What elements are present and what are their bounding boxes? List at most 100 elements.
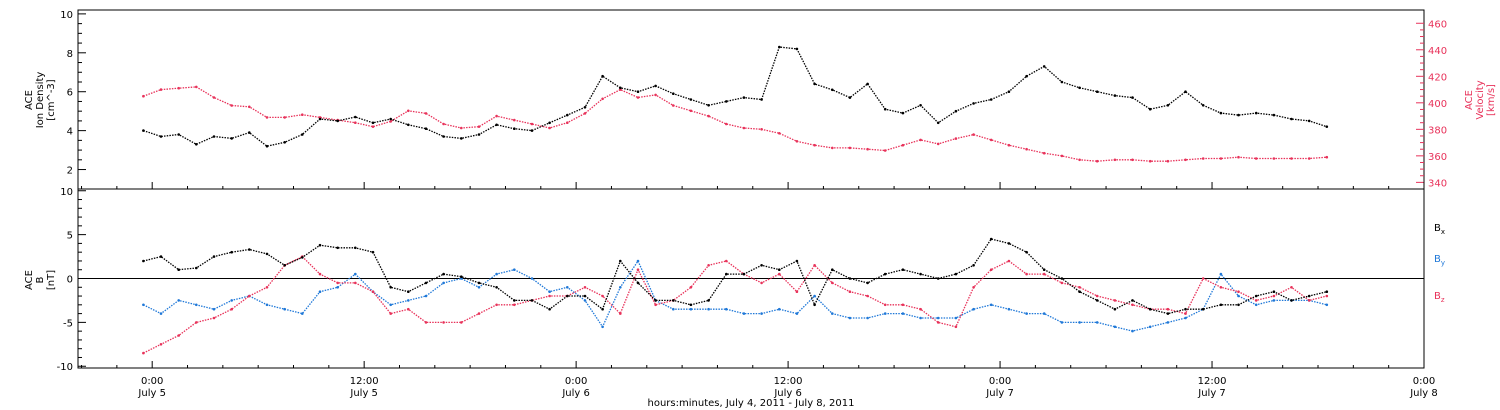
density-series-point (901, 111, 905, 115)
density-series-point (672, 92, 675, 95)
density-series-point (601, 74, 604, 78)
by-series-line (143, 260, 1327, 332)
density-series-point (936, 121, 940, 125)
bottom-panel-series (142, 237, 1329, 355)
bx-series-point (778, 268, 781, 272)
x-tick-time-label: 0:00 (1413, 376, 1435, 387)
bz-series-point (636, 268, 640, 272)
by-series-point (212, 307, 216, 311)
x-tick-time-label: 0:00 (989, 376, 1011, 387)
bx-series-point (1166, 312, 1170, 315)
bx-series-point (654, 299, 657, 302)
by-series-point (1042, 312, 1046, 315)
by-series-point (442, 281, 445, 285)
bx-series-point (989, 237, 993, 241)
by-series-point (1025, 312, 1028, 315)
velocity-series-point (813, 143, 816, 147)
bz-series-point (654, 303, 657, 307)
density-series-point (424, 127, 428, 130)
velocity-series-point (1272, 157, 1276, 160)
density-series-point (989, 98, 993, 101)
bx-series-point (1131, 299, 1134, 302)
density-series-point (265, 144, 269, 148)
by-series-point (1184, 316, 1187, 320)
density-series-point (177, 133, 180, 136)
bx-series-point (936, 277, 940, 280)
bx-series-point (831, 268, 834, 272)
top-y2tick-label: 420 (1428, 72, 1447, 83)
top-panel-series (142, 45, 1329, 163)
bx-series-point (177, 268, 180, 272)
bz-series-point (318, 272, 322, 276)
bz-series-point (336, 281, 340, 285)
density-series-point (866, 82, 869, 86)
velocity-series-point (1237, 155, 1240, 159)
bx-series-point (1201, 307, 1205, 311)
density-series-point (142, 129, 145, 132)
velocity-series-point (848, 146, 852, 150)
velocity-series-point (1290, 157, 1293, 160)
by-series-point (813, 294, 816, 298)
top-ytick-label: 10 (60, 10, 73, 21)
density-series-point (230, 137, 233, 140)
velocity-series-point (583, 112, 587, 115)
density-series-point (371, 121, 375, 125)
top-ytick-label: 8 (67, 49, 73, 60)
density-series-point (1290, 117, 1293, 121)
density-series-point (407, 123, 410, 127)
bottom-panel-ticks: -10 -5 0 5 10 (57, 187, 1424, 373)
bx-series-point (495, 286, 498, 289)
bz-series-point (813, 264, 816, 267)
bz-series-point (919, 307, 922, 311)
by-series-point (1237, 294, 1240, 298)
velocity-series-point (230, 104, 233, 107)
bx-series-point (460, 275, 463, 279)
density-series-point (1007, 90, 1011, 93)
by-series-point (972, 307, 975, 311)
bz-series-point (159, 343, 163, 346)
density-series-point (477, 133, 481, 136)
bottom-ytick-label: 10 (60, 187, 73, 198)
by-series-point (1166, 321, 1170, 324)
x-tick-date-label: July 7 (985, 388, 1014, 399)
bottom-ytick-label: -10 (57, 362, 73, 373)
top-y2tick-label: 460 (1428, 19, 1447, 30)
by-series-point (548, 290, 551, 294)
velocity-series-point (1184, 158, 1187, 162)
bx-series-point (795, 259, 799, 263)
bz-series-point (954, 325, 958, 329)
by-series-point (336, 286, 340, 289)
velocity-series-point (1095, 159, 1099, 163)
velocity-series-point (159, 88, 163, 91)
top-y2label-line3: [km/s] (1486, 84, 1497, 116)
legend-bz-sub: z (1441, 296, 1445, 304)
velocity-series-point (530, 122, 534, 126)
bz-series-point (972, 286, 975, 289)
bx-series-point (159, 255, 163, 258)
bz-series-point (725, 259, 728, 263)
density-series-point (1325, 125, 1329, 128)
by-series-point (725, 307, 728, 311)
by-series-point (601, 325, 604, 329)
top-ylabel-line2: Ion Density (35, 72, 46, 129)
density-series-point (1254, 111, 1258, 115)
bx-series-point (424, 281, 428, 285)
bz-series-point (795, 290, 799, 294)
top-panel-frame (77, 9, 1425, 190)
bx-series-point (248, 248, 251, 251)
velocity-series-point (477, 125, 481, 128)
density-series-point (583, 106, 587, 109)
legend: Bx By Bz (1434, 223, 1445, 304)
bx-series-point (866, 281, 869, 285)
top-y2tick-label: 400 (1428, 99, 1447, 110)
bx-series-line (143, 238, 1327, 315)
bz-series-point (265, 286, 269, 289)
density-series-point (813, 82, 816, 86)
bx-series-point (707, 299, 710, 302)
bz-series-point (848, 290, 852, 294)
x-tick-time-label: 12:00 (1198, 376, 1227, 387)
bx-series-point (283, 264, 287, 267)
bz-series-point (1290, 286, 1293, 289)
bx-series-point (601, 307, 604, 311)
